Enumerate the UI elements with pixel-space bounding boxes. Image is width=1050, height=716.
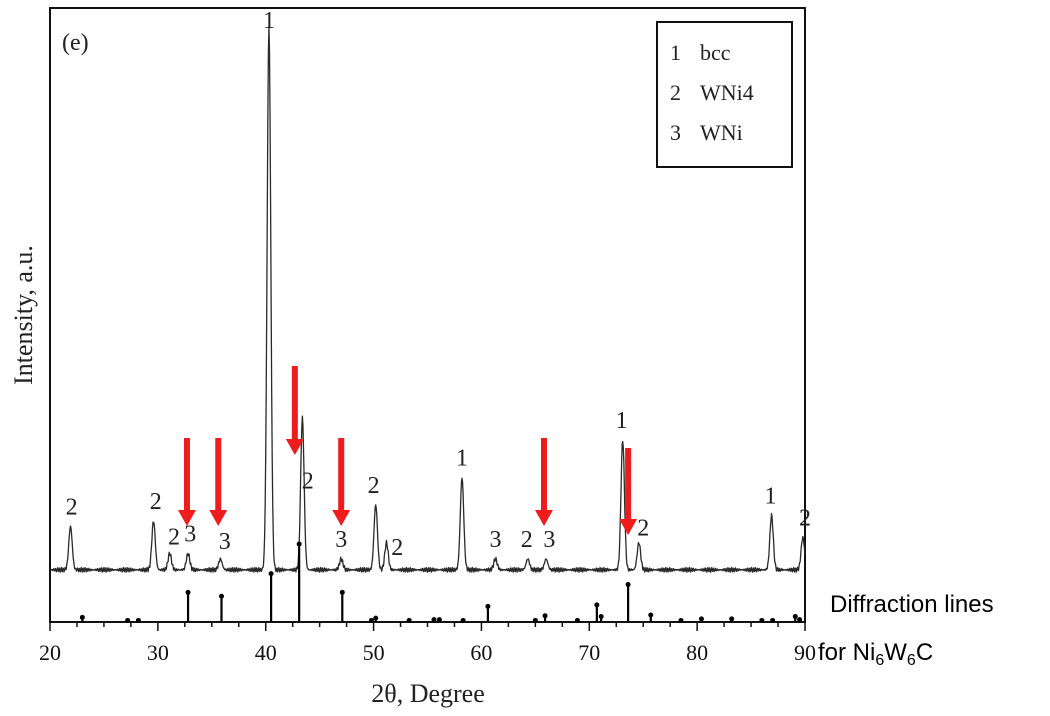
peak-label: 3: [335, 527, 347, 553]
legend-entry-wni: WNi: [700, 120, 743, 145]
peak-label: 3: [219, 529, 231, 555]
y-axis-title: Intensity, a.u.: [9, 245, 38, 385]
diffraction-line-tip: [698, 616, 704, 622]
diffraction-line-tip: [594, 602, 600, 608]
diffraction-line-tip: [431, 617, 437, 623]
red-arrow: [534, 438, 553, 526]
diffraction-lines-label: Diffraction lines: [830, 591, 994, 618]
diffraction-line-tip: [135, 617, 141, 623]
diffraction-line-tip: [339, 589, 345, 595]
diffraction-line-tip: [729, 616, 735, 622]
peak-label: 1: [263, 8, 275, 34]
legend: 1 bcc 2 WNi4 3 WNi: [656, 21, 793, 168]
x-tick-label: 20: [39, 640, 61, 665]
panel-label: (e): [62, 30, 89, 56]
legend-num-2: 2: [670, 80, 681, 105]
peak-label: 1: [764, 484, 776, 510]
x-tick-label: 60: [470, 640, 492, 665]
peak-label: 3: [543, 527, 555, 553]
diffraction-line-tip: [268, 571, 274, 577]
x-axis-title: 2θ, Degree: [371, 679, 485, 708]
diffraction-line-tip: [797, 617, 803, 623]
x-ticks-layer: 20 30 40 50 60 70 80 90: [39, 622, 816, 665]
x-tick-label: 30: [147, 640, 169, 665]
diffraction-line-tip: [678, 617, 684, 623]
x-tick-label: 80: [686, 640, 708, 665]
peak-label: 1: [616, 408, 628, 434]
peak-label: 2: [799, 505, 811, 531]
diffraction-line-tip: [218, 593, 224, 599]
diffraction-line-tip: [296, 541, 302, 547]
xrd-trace-layer: [49, 26, 806, 573]
diffraction-line-tip: [79, 614, 85, 620]
diffraction-line-tip: [185, 589, 191, 595]
peak-label: 2: [168, 524, 180, 550]
legend-num-1: 1: [670, 40, 681, 65]
legend-num-3: 3: [670, 120, 681, 145]
diffraction-line-tip: [373, 615, 379, 621]
diffraction-lines-label-compound: for Ni6W6C: [818, 639, 933, 669]
diffraction-line-tip: [368, 617, 374, 623]
legend-entry-wni4: WNi4: [700, 80, 754, 105]
diffraction-line-tip: [436, 617, 442, 623]
red-arrow: [285, 366, 304, 455]
peak-label: 2: [521, 527, 533, 553]
x-tick-label: 40: [255, 640, 277, 665]
peak-label: 2: [637, 516, 649, 542]
peak-label: 3: [489, 527, 501, 553]
peak-label: 2: [150, 489, 162, 515]
diffraction-line-tip: [648, 612, 654, 618]
red-arrow: [619, 448, 638, 535]
peak-label: 3: [184, 522, 196, 548]
diffraction-line-tip: [574, 617, 580, 623]
x-tick-label: 50: [363, 640, 385, 665]
peak-label: 2: [66, 494, 78, 520]
peak-label: 2: [302, 468, 314, 494]
diffraction-lines-layer: [79, 541, 803, 623]
x-tick-label: 90: [794, 640, 816, 665]
diffraction-line-tip: [125, 617, 131, 623]
diffraction-line-tip: [792, 614, 798, 620]
diffraction-line-tip: [485, 603, 491, 609]
diffraction-line-tip: [460, 617, 466, 623]
red-arrow: [209, 438, 228, 526]
diffraction-line-tip: [759, 617, 765, 623]
xrd-trace: [49, 26, 806, 573]
diffraction-line-tip: [532, 617, 538, 623]
peak-label: 2: [391, 535, 403, 561]
diffraction-line-tip: [406, 617, 412, 623]
peak-label: 1: [456, 446, 468, 472]
x-tick-label: 70: [578, 640, 600, 665]
diffraction-line-tip: [625, 582, 631, 588]
peak-label: 2: [368, 473, 380, 499]
diffraction-line-tip: [542, 613, 548, 619]
red-arrow: [177, 438, 196, 526]
legend-box: [656, 21, 793, 168]
red-arrows-layer: [177, 366, 638, 535]
red-arrow: [332, 438, 351, 526]
legend-entry-bcc: bcc: [700, 40, 731, 65]
diffraction-line-tip: [770, 617, 776, 623]
diffraction-line-tip: [598, 614, 604, 620]
